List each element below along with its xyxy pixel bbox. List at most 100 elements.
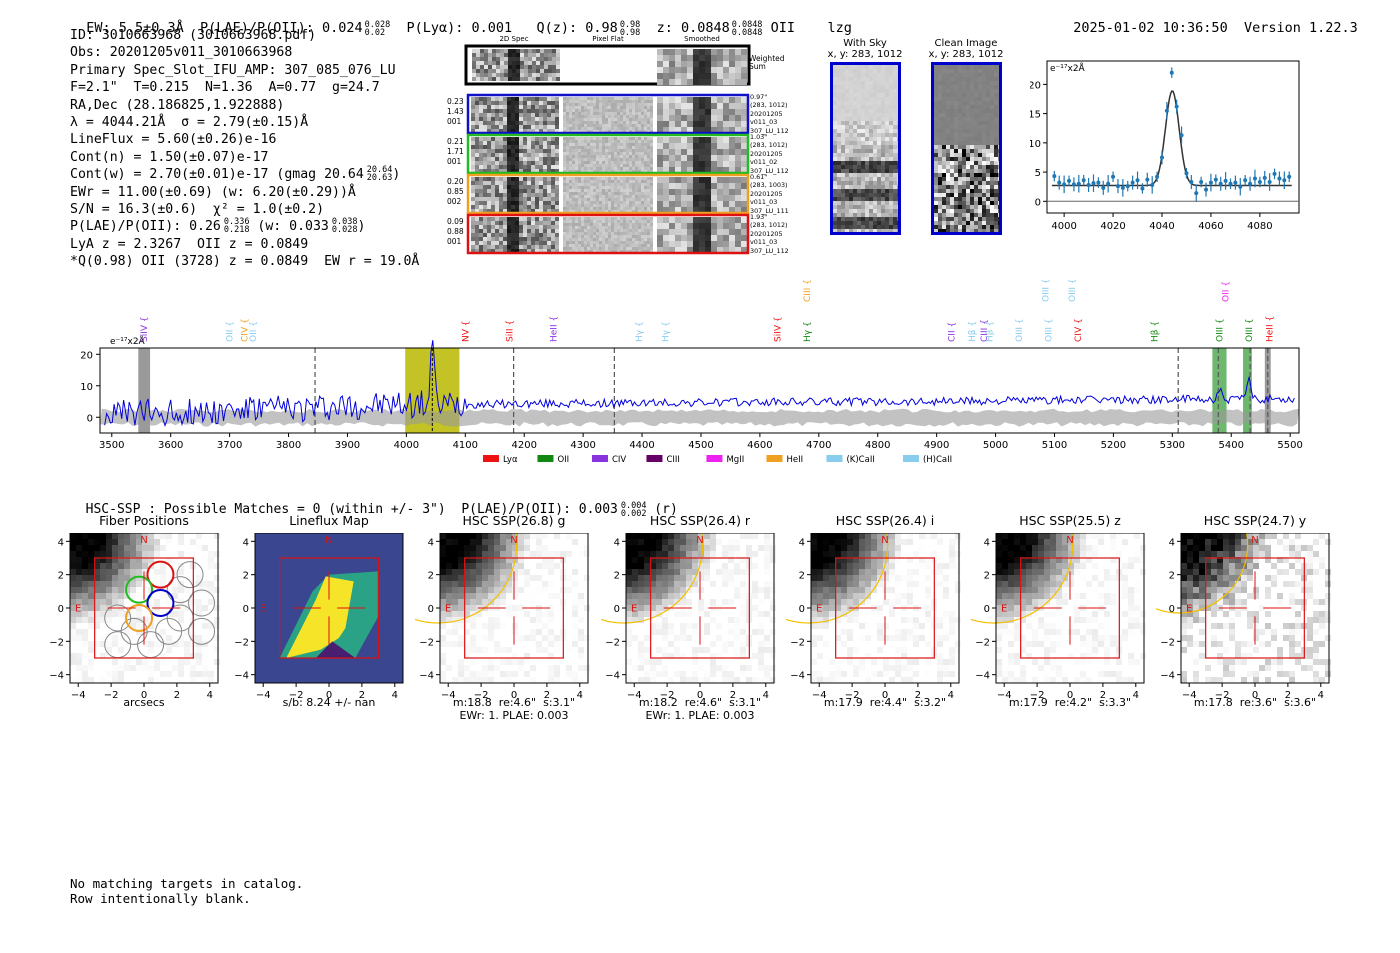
pixel bbox=[893, 189, 897, 193]
pixel bbox=[566, 223, 569, 226]
pixel bbox=[569, 146, 572, 149]
pixel bbox=[950, 213, 954, 217]
pixel bbox=[647, 106, 650, 109]
pixel bbox=[966, 133, 970, 137]
pixel bbox=[833, 125, 837, 129]
pixel bbox=[76, 581, 82, 587]
pixel bbox=[837, 209, 841, 213]
legend-label: Lyα bbox=[503, 455, 518, 465]
pixel bbox=[593, 97, 596, 100]
pixel bbox=[669, 97, 675, 103]
pixel bbox=[608, 189, 611, 192]
pixel bbox=[547, 185, 551, 189]
pixel bbox=[699, 109, 705, 115]
pixel bbox=[938, 129, 942, 133]
pixel bbox=[629, 210, 632, 213]
pixel bbox=[543, 217, 547, 221]
pixel bbox=[76, 551, 82, 557]
pixel bbox=[669, 217, 675, 223]
pixel bbox=[978, 93, 982, 97]
pixel bbox=[962, 121, 966, 125]
pixel bbox=[978, 161, 982, 165]
pixel bbox=[950, 201, 954, 205]
pixel bbox=[130, 539, 136, 545]
pixel bbox=[593, 143, 596, 146]
pixel bbox=[623, 137, 626, 140]
pixel bbox=[511, 249, 515, 253]
pixel bbox=[849, 69, 853, 73]
pixel bbox=[629, 250, 632, 253]
pixel bbox=[869, 221, 873, 225]
pixel bbox=[741, 207, 747, 213]
pixel bbox=[584, 177, 587, 180]
pixel bbox=[877, 81, 881, 85]
pixel bbox=[644, 238, 647, 241]
pixel bbox=[551, 181, 555, 185]
pixel bbox=[491, 249, 495, 253]
y-tick-label: 10 bbox=[80, 382, 93, 393]
pixel bbox=[647, 167, 650, 170]
pixel bbox=[837, 169, 841, 173]
pixel bbox=[593, 204, 596, 207]
pixel bbox=[602, 238, 605, 241]
pixel bbox=[869, 157, 873, 161]
pixel bbox=[596, 152, 599, 155]
pixel bbox=[547, 149, 551, 153]
pixel bbox=[70, 539, 76, 545]
pixel bbox=[503, 245, 507, 249]
hsc-panel-title: Fiber Positions bbox=[99, 513, 189, 528]
pixel bbox=[614, 170, 617, 173]
pixel bbox=[202, 599, 208, 605]
pixel bbox=[893, 125, 897, 129]
pixel bbox=[942, 157, 946, 161]
pixel bbox=[934, 161, 938, 165]
pixel bbox=[584, 207, 587, 210]
pixel bbox=[885, 209, 889, 213]
pixel bbox=[148, 545, 154, 551]
pixel bbox=[644, 201, 647, 204]
pixel bbox=[986, 153, 990, 157]
pixel bbox=[519, 181, 523, 185]
pixel bbox=[881, 189, 885, 193]
pixel bbox=[881, 105, 885, 109]
pixel bbox=[641, 217, 644, 220]
pixel bbox=[885, 97, 889, 101]
pixel bbox=[587, 238, 590, 241]
pixel bbox=[629, 183, 632, 186]
pixel bbox=[620, 223, 623, 226]
pixel bbox=[495, 137, 499, 141]
pixel bbox=[584, 97, 587, 100]
pixel bbox=[647, 124, 650, 127]
pixel bbox=[717, 67, 723, 73]
pixel bbox=[877, 149, 881, 153]
pixel bbox=[608, 140, 611, 143]
pixel bbox=[503, 201, 507, 205]
pixel bbox=[575, 124, 578, 127]
pixel bbox=[638, 170, 641, 173]
pixel bbox=[617, 109, 620, 112]
pixel bbox=[596, 198, 599, 201]
pixel bbox=[729, 183, 735, 189]
pixel bbox=[970, 153, 974, 157]
pixel bbox=[507, 217, 511, 221]
pixel bbox=[873, 169, 877, 173]
pixel bbox=[166, 569, 172, 575]
pixel bbox=[620, 97, 623, 100]
pixel bbox=[861, 173, 865, 177]
pixel bbox=[487, 249, 491, 253]
pixel bbox=[531, 125, 535, 129]
pixel bbox=[966, 125, 970, 129]
pixel bbox=[877, 117, 881, 121]
pixel bbox=[499, 101, 503, 105]
pixel bbox=[950, 85, 954, 89]
pixel bbox=[853, 189, 857, 193]
pixel bbox=[950, 185, 954, 189]
pixel bbox=[950, 117, 954, 121]
pixel bbox=[626, 155, 629, 158]
pixel bbox=[602, 250, 605, 253]
data-point bbox=[1262, 175, 1267, 180]
pixel bbox=[605, 164, 608, 167]
pixel bbox=[841, 89, 845, 93]
pixel bbox=[602, 106, 605, 109]
clean-image-title: Clean Image x, y: 283, 1012 bbox=[921, 38, 1011, 60]
